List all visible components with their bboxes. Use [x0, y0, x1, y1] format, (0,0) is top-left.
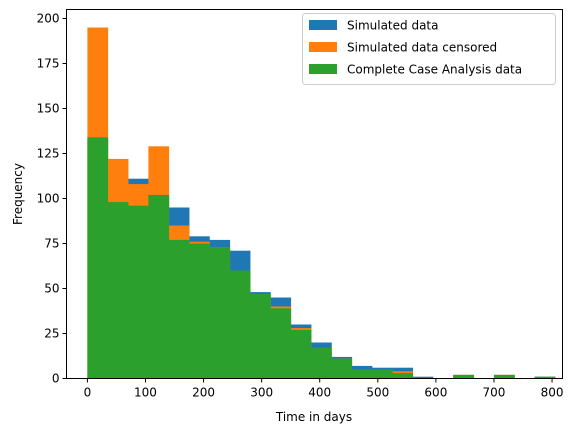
- y-tick-label-25: 25: [44, 327, 59, 341]
- legend-label-simulated-data: Simulated data: [347, 19, 438, 33]
- bar-series-2-bin-15: [392, 373, 414, 379]
- bar-series-2-bin-5: [189, 243, 210, 379]
- plot-frame: [66, 9, 563, 379]
- y-tick-label-100: 100: [37, 192, 60, 206]
- x-tick-label-400: 400: [308, 386, 331, 400]
- bar-series-2-bin-4: [168, 239, 190, 379]
- bar-series-2-bin-11: [311, 347, 332, 379]
- y-tick-label-0: 0: [52, 372, 60, 386]
- x-tick-label-0: 0: [84, 386, 92, 400]
- y-tick-label-175: 175: [37, 57, 60, 71]
- bar-series-0-bin-16: [412, 376, 434, 379]
- legend-swatch-simulated-data-censored: [309, 42, 337, 52]
- bar-series-2-bin-0: [87, 137, 109, 379]
- legend-label-complete-case-analysis-data: Complete Case Analysis data: [347, 63, 522, 77]
- y-axis: 0 25 50 75 100 125 150 175 200: [37, 12, 67, 386]
- bars-layer: [87, 27, 556, 379]
- bar-series-2-bin-7: [229, 270, 251, 379]
- bar-series-2-bin-9: [270, 308, 292, 379]
- bar-series-2-bin-12: [331, 358, 353, 379]
- legend-frame: [302, 13, 556, 85]
- bar-series-2-bin-6: [209, 247, 231, 379]
- bar-series-2-bin-22: [534, 376, 556, 379]
- bar-series-2-bin-18: [453, 374, 475, 379]
- y-tick-label-50: 50: [44, 282, 59, 296]
- bar-series-2-bin-20: [493, 374, 515, 379]
- y-tick-label-150: 150: [37, 102, 60, 116]
- x-tick-label-500: 500: [366, 386, 389, 400]
- y-tick-label-200: 200: [37, 12, 60, 26]
- bar-series-2-bin-2: [128, 205, 149, 379]
- legend-swatch-simulated-data: [309, 20, 337, 30]
- x-tick-label-600: 600: [424, 386, 447, 400]
- bar-series-2-bin-1: [107, 202, 129, 379]
- legend-swatch-complete-case-analysis-data: [309, 64, 337, 74]
- bar-series-2-bin-3: [148, 194, 170, 379]
- x-axis: 0 100 200 300 400 500 600 700 800: [84, 378, 564, 400]
- x-axis-label: Time in days: [275, 410, 352, 424]
- x-tick-label-300: 300: [250, 386, 273, 400]
- x-tick-label-800: 800: [541, 386, 564, 400]
- legend: Simulated data Simulated data censored C…: [302, 13, 556, 85]
- bar-series-2-bin-10: [290, 329, 312, 379]
- x-tick-label-100: 100: [134, 386, 157, 400]
- bar-series-2-bin-14: [371, 369, 393, 379]
- bar-series-2-bin-13: [351, 369, 373, 379]
- x-tick-label-700: 700: [483, 386, 506, 400]
- x-tick-label-200: 200: [192, 386, 215, 400]
- y-tick-label-125: 125: [37, 147, 60, 161]
- y-axis-label: Frequency: [11, 163, 25, 225]
- legend-label-simulated-data-censored: Simulated data censored: [347, 41, 497, 55]
- bar-series-2-bin-8: [250, 293, 271, 379]
- y-tick-label-75: 75: [44, 237, 59, 251]
